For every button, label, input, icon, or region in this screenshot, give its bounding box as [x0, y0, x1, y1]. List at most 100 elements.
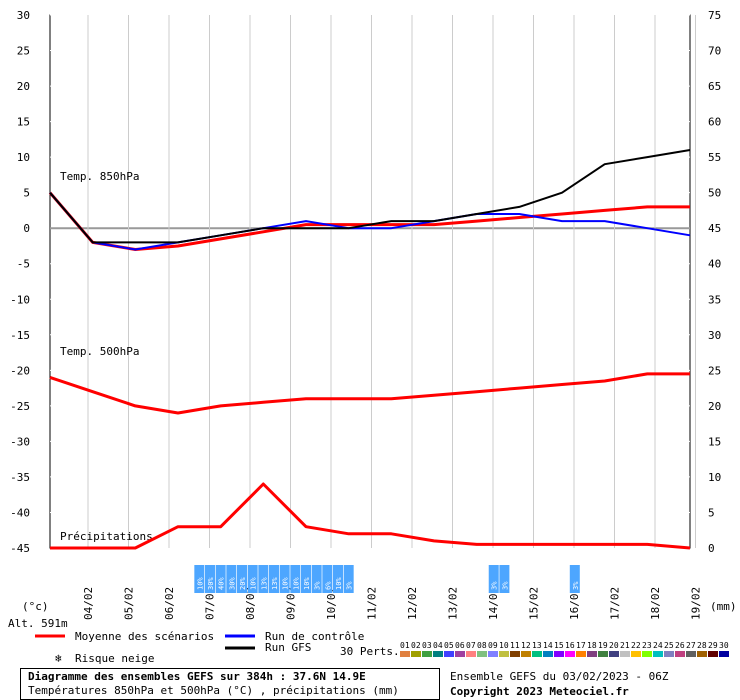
right-tick-label: 15 — [708, 435, 721, 448]
pert-swatch — [631, 651, 641, 657]
pert-swatch — [488, 651, 498, 657]
pert-number: 23 — [642, 641, 652, 650]
right-unit-label: (mm) — [710, 600, 737, 613]
snow-risk-pct: 3% — [491, 581, 499, 590]
pert-number: 09 — [488, 641, 498, 650]
right-tick-label: 70 — [708, 45, 721, 58]
left-tick-label: -35 — [10, 471, 30, 484]
snow-risk-pct: 20% — [239, 577, 247, 590]
snow-risk-pct: 30% — [207, 577, 215, 590]
pert-swatch — [708, 651, 718, 657]
pert-number: 22 — [631, 641, 641, 650]
pert-number: 06 — [455, 641, 465, 650]
left-tick-label: -30 — [10, 435, 30, 448]
pert-swatch — [521, 651, 531, 657]
snow-risk-pct: 6% — [324, 581, 332, 590]
snow-risk-pct: 3% — [572, 581, 580, 590]
label-t850: Temp. 850hPa — [60, 170, 139, 183]
pert-swatch — [455, 651, 465, 657]
left-tick-label: 0 — [23, 222, 30, 235]
date-label: 18/02 — [649, 587, 662, 620]
right-tick-label: 0 — [708, 542, 715, 555]
pert-number: 16 — [565, 641, 575, 650]
date-label: 13/02 — [447, 587, 460, 620]
snow-risk-pct: 13% — [260, 577, 268, 590]
right-tick-label: 65 — [708, 80, 721, 93]
snow-risk-pct: 30% — [228, 577, 236, 590]
pert-number: 03 — [422, 641, 432, 650]
pert-number: 15 — [554, 641, 564, 650]
pert-number: 13 — [532, 641, 542, 650]
left-tick-label: 20 — [17, 80, 30, 93]
pert-swatch — [499, 651, 509, 657]
pert-number: 21 — [620, 641, 630, 650]
pert-swatch — [554, 651, 564, 657]
pert-number: 10 — [499, 641, 509, 650]
chart-title: Diagramme des ensembles GEFS sur 384h : … — [28, 670, 366, 683]
pert-swatch — [587, 651, 597, 657]
pert-number: 24 — [653, 641, 663, 650]
pert-swatch — [444, 651, 454, 657]
pert-number: 04 — [433, 641, 443, 650]
pert-number: 17 — [576, 641, 586, 650]
snow-risk-pct: 13% — [271, 577, 279, 590]
date-label: 17/02 — [609, 587, 622, 620]
pert-swatch — [433, 651, 443, 657]
plot-area — [50, 15, 690, 548]
date-label: 12/02 — [406, 587, 419, 620]
snow-risk-pct: 3% — [314, 581, 322, 590]
right-tick-label: 40 — [708, 258, 721, 271]
left-tick-label: 10 — [17, 151, 30, 164]
pert-number: 14 — [543, 641, 553, 650]
right-tick-label: 55 — [708, 151, 721, 164]
left-tick-label: -20 — [10, 364, 30, 377]
left-tick-label: 5 — [23, 187, 30, 200]
pert-number: 02 — [411, 641, 421, 650]
pert-swatch — [642, 651, 652, 657]
right-tick-label: 50 — [708, 187, 721, 200]
pert-swatch — [620, 651, 630, 657]
pert-swatch — [675, 651, 685, 657]
date-label: 19/02 — [690, 587, 703, 620]
right-tick-label: 20 — [708, 400, 721, 413]
left-tick-label: -40 — [10, 506, 30, 519]
legend-snow-label: Risque neige — [75, 652, 154, 665]
pert-number: 20 — [609, 641, 619, 650]
pert-swatch — [422, 651, 432, 657]
right-tick-label: 35 — [708, 293, 721, 306]
altitude-label: Alt. 591m — [8, 617, 68, 630]
run-info: Ensemble GEFS du 03/02/2023 - 06Z — [450, 670, 669, 683]
date-label: 15/02 — [528, 587, 541, 620]
pert-number: 12 — [521, 641, 531, 650]
left-tick-label: -15 — [10, 329, 30, 342]
pert-swatch — [477, 651, 487, 657]
pert-number: 07 — [466, 641, 476, 650]
snow-risk-pct: 10% — [292, 577, 300, 590]
date-label: 06/02 — [163, 587, 176, 620]
snow-risk-pct: 3% — [346, 581, 354, 590]
pert-number: 01 — [400, 641, 410, 650]
snow-risk-pct: 10% — [335, 577, 343, 590]
pert-swatch — [576, 651, 586, 657]
right-tick-label: 75 — [708, 9, 721, 22]
legend-perts-label: 30 Perts. — [340, 645, 400, 658]
legend-mean-label: Moyenne des scénarios — [75, 630, 214, 643]
copyright: Copyright 2023 Meteociel.fr — [450, 685, 629, 698]
legend-gfs-label: Run GFS — [265, 641, 311, 654]
snow-risk-pct: 10% — [303, 577, 311, 590]
pert-swatch — [664, 651, 674, 657]
snow-risk-pct: 10% — [282, 577, 290, 590]
pert-number: 19 — [598, 641, 608, 650]
pert-number: 08 — [477, 641, 487, 650]
pert-number: 27 — [686, 641, 696, 650]
pert-swatch — [609, 651, 619, 657]
left-tick-label: -5 — [17, 258, 30, 271]
left-tick-label: 25 — [17, 45, 30, 58]
date-label: 05/02 — [123, 587, 136, 620]
left-tick-label: 30 — [17, 9, 30, 22]
date-label: 04/02 — [82, 587, 95, 620]
pert-number: 26 — [675, 641, 685, 650]
right-tick-label: 25 — [708, 364, 721, 377]
date-label: 11/02 — [366, 587, 379, 620]
snow-risk-pct: 3% — [501, 581, 509, 590]
